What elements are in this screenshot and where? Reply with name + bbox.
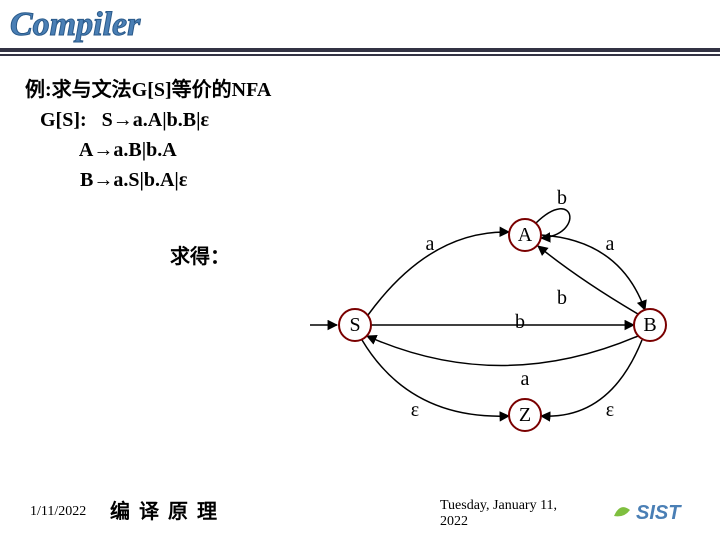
header-rule-outer: [0, 48, 720, 52]
edge-label-S-B: b: [515, 311, 525, 333]
problem-statement: 例:求与文法G[S]等价的NFA G[S]: S→a.A|b.B|ε A→a.B…: [25, 75, 271, 195]
grammar-rule-1: A→a.B|b.A: [25, 135, 271, 165]
edge-label-B-A: b: [557, 287, 567, 309]
edge-B-Z: [541, 340, 642, 416]
header-rule-inner: [0, 54, 720, 56]
rule-a: A→a.B|b.A: [79, 139, 177, 161]
edge-label-A-A: b: [557, 187, 567, 209]
node-label-S: S: [349, 314, 360, 336]
edge-B-A: [538, 246, 638, 314]
page-title: Compiler: [10, 6, 140, 44]
node-label-Z: Z: [519, 404, 531, 426]
node-label-B: B: [643, 314, 656, 336]
edge-label-S-Z: ε: [411, 399, 419, 421]
rule-b: B→a.S|b.A|ε: [80, 169, 187, 191]
logo-leaf-icon: [614, 507, 630, 516]
edge-B-S: [367, 336, 638, 366]
edge-label-B-S: a: [521, 368, 530, 390]
edge-S-Z: [362, 340, 509, 416]
edge-label-B-Z: ε: [606, 399, 614, 421]
rule-s: S→a.A|b.B|ε: [102, 109, 209, 131]
edge-label-S-A: a: [426, 233, 435, 255]
edge-S-A: [368, 232, 509, 315]
footer-date-left: 1/11/2022: [30, 504, 86, 520]
problem-intro: 例:求与文法G[S]等价的NFA: [25, 75, 271, 105]
grammar-rule-2: B→a.S|b.A|ε: [25, 165, 271, 195]
nfa-diagram: a b a b b a ε ε S A B Z: [280, 180, 700, 470]
edge-label-A-B: a: [606, 233, 615, 255]
grammar-rule-0: G[S]: S→a.A|b.B|ε: [25, 105, 271, 135]
footer-date-right: Tuesday, January 11, 2022: [440, 498, 580, 530]
grammar-label: G[S]:: [40, 109, 87, 131]
footer-course-name: 编 译 原 理: [110, 495, 219, 524]
sist-logo: SIST: [610, 498, 700, 526]
logo-text: SIST: [636, 502, 682, 524]
result-label: 求得：: [170, 240, 230, 269]
node-label-A: A: [518, 224, 533, 246]
